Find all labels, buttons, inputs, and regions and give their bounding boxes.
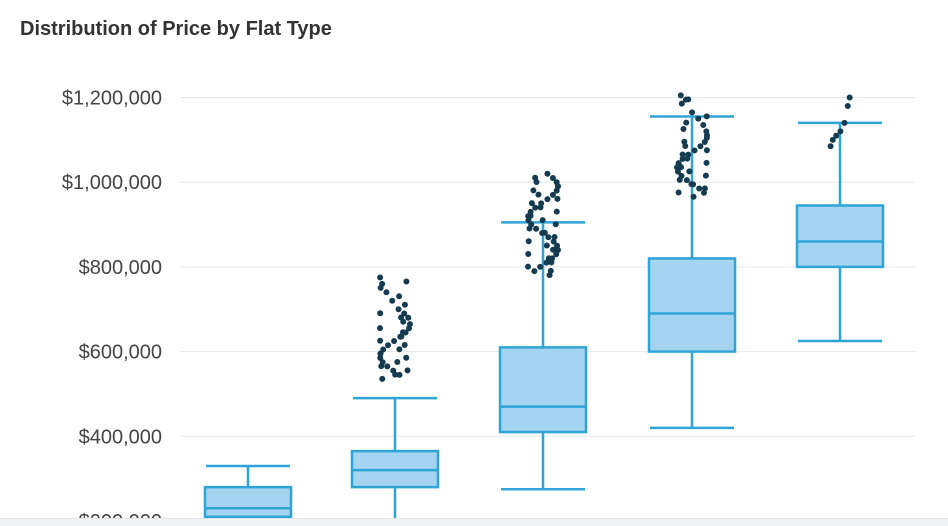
- outlier-point: [391, 338, 397, 344]
- outlier-point: [554, 209, 560, 215]
- outlier-point: [837, 128, 843, 134]
- outlier-point: [535, 192, 541, 198]
- outlier-point: [396, 293, 402, 299]
- outlier-point: [405, 367, 411, 373]
- outlier-point: [680, 151, 686, 157]
- outlier-point: [378, 363, 384, 369]
- outlier-point: [704, 132, 710, 138]
- outlier-point: [702, 185, 708, 191]
- outlier-point: [400, 329, 406, 335]
- outlier-point: [379, 376, 385, 382]
- outlier-point: [532, 175, 538, 181]
- outlier-point: [398, 314, 404, 320]
- outlier-point: [548, 268, 554, 274]
- outlier-point: [394, 359, 400, 365]
- outlier-point: [402, 302, 408, 308]
- outlier-point: [392, 372, 398, 378]
- outlier-point: [685, 96, 691, 102]
- outlier-point: [540, 217, 546, 223]
- outlier-point: [704, 147, 710, 153]
- outlier-point: [683, 120, 689, 126]
- y-tick-label: $400,000: [79, 426, 162, 448]
- outlier-point: [378, 350, 384, 356]
- outlier-point: [700, 122, 706, 128]
- outlier-point: [525, 264, 531, 270]
- outlier-point: [527, 226, 533, 232]
- outlier-point: [553, 221, 559, 227]
- outlier-point: [396, 346, 402, 352]
- outlier-point: [828, 143, 834, 149]
- outlier-point: [552, 234, 558, 240]
- outlier-point: [684, 156, 690, 162]
- outlier-point: [407, 321, 413, 327]
- box-iqr: [649, 258, 735, 351]
- outlier-point: [530, 187, 536, 193]
- outlier-point: [403, 278, 409, 284]
- outlier-point: [677, 177, 683, 183]
- outlier-point: [841, 120, 847, 126]
- outlier-point: [679, 101, 685, 107]
- outlier-point: [402, 342, 408, 348]
- outlier-point: [688, 181, 694, 187]
- outlier-point: [525, 251, 531, 257]
- panel-bottom-edge: [0, 518, 948, 526]
- outlier-point: [533, 226, 539, 232]
- outlier-point: [691, 194, 697, 200]
- box-iqr: [797, 205, 883, 266]
- outlier-point: [704, 113, 710, 119]
- outlier-point: [403, 355, 409, 361]
- outlier-point: [696, 186, 702, 192]
- outlier-point: [526, 238, 532, 244]
- outlier-point: [377, 274, 383, 280]
- y-tick-label: $1,200,000: [62, 88, 162, 110]
- outlier-point: [697, 143, 703, 149]
- outlier-point: [684, 177, 690, 183]
- outlier-point: [703, 173, 709, 179]
- outlier-point: [385, 342, 391, 348]
- outlier-point: [378, 285, 384, 291]
- outlier-point: [686, 168, 692, 174]
- outlier-point: [546, 255, 552, 261]
- outlier-point: [544, 171, 550, 177]
- outlier-point: [680, 126, 686, 132]
- outlier-point: [678, 92, 684, 98]
- outlier-point: [377, 310, 383, 316]
- y-tick-label: $800,000: [79, 257, 162, 279]
- box-iqr: [205, 487, 291, 517]
- outlier-point: [681, 139, 687, 145]
- outlier-point: [396, 306, 402, 312]
- outlier-point: [544, 242, 550, 248]
- outlier-point: [678, 164, 684, 170]
- y-tick-label: $600,000: [79, 342, 162, 364]
- y-tick-label: $1,000,000: [62, 172, 162, 194]
- outlier-point: [389, 298, 395, 304]
- outlier-point: [554, 196, 560, 202]
- box-iqr: [500, 347, 586, 432]
- outlier-point: [692, 147, 698, 153]
- outlier-point: [676, 190, 682, 196]
- outlier-point: [383, 289, 389, 295]
- outlier-point: [847, 95, 853, 101]
- outlier-point: [377, 338, 383, 344]
- outlier-point: [384, 363, 390, 369]
- outlier-point: [529, 200, 535, 206]
- outlier-point: [550, 175, 556, 181]
- outlier-point: [845, 103, 851, 109]
- outlier-point: [704, 160, 710, 166]
- outlier-point: [544, 196, 550, 202]
- outlier-point: [537, 264, 543, 270]
- outlier-point: [695, 116, 701, 122]
- outlier-point: [377, 325, 383, 331]
- outlier-point: [550, 247, 556, 253]
- outlier-point: [555, 183, 561, 189]
- outlier-point: [528, 213, 534, 219]
- outlier-point: [689, 109, 695, 115]
- outlier-point: [538, 204, 544, 210]
- outlier-point: [531, 268, 537, 274]
- outlier-point: [542, 230, 548, 236]
